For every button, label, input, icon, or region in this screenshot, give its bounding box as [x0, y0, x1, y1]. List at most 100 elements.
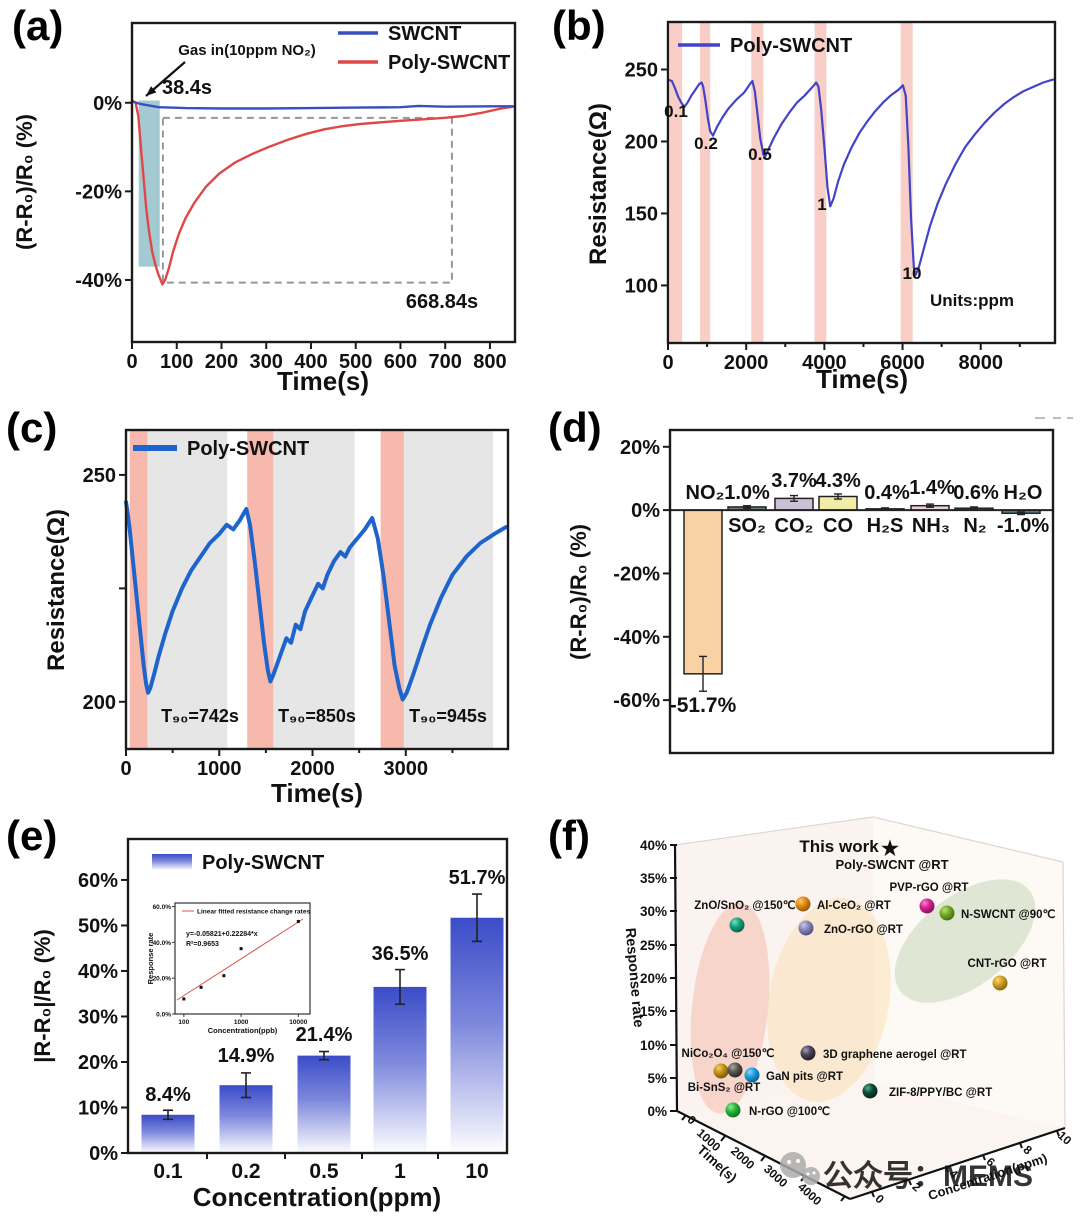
annotation: 0.1 — [664, 102, 688, 121]
panel-f-3d-chart: 0%5%10%15%20%25%30%35%40%010002000300040… — [622, 816, 1075, 1208]
y-tick-label: 250 — [625, 60, 658, 82]
panel-f-label: (f) — [548, 812, 590, 859]
point-CNT-rGO — [992, 975, 1008, 991]
y-tick-label: 40% — [78, 961, 118, 983]
svg-text:60.0%: 60.0% — [153, 904, 172, 911]
x-tick-label: 6000 — [880, 352, 925, 374]
svg-text:1000: 1000 — [234, 1019, 249, 1026]
inset-point — [222, 974, 226, 978]
annotation: Gas in(10ppm NO₂) — [178, 42, 316, 59]
x-tick-label: 4000 — [802, 352, 847, 374]
x-tick-label: 600 — [384, 351, 417, 373]
y-axis-label: Resistance(Ω) — [585, 103, 612, 265]
group-ellipse — [767, 898, 891, 1102]
point-label: NiCo₂O₄ @150℃ — [682, 1047, 775, 1060]
point-ZnO-rGO — [798, 920, 814, 936]
panel-c-label: (c) — [6, 404, 58, 451]
y-tick-label: 20% — [620, 437, 660, 459]
z-tick-label: 30% — [640, 904, 667, 919]
x-tick-label: 8000 — [958, 352, 1003, 374]
point-N-rGO — [725, 1102, 741, 1118]
x-cat-label: 1 — [394, 1160, 406, 1183]
x-axis-label: Concentration(ppm) — [193, 1182, 441, 1212]
annotation: 1.0% — [724, 482, 770, 504]
z-tick-label: 25% — [640, 938, 667, 953]
x-tick-label: 200 — [205, 351, 238, 373]
annotation: 668.84s — [406, 291, 478, 313]
annotation: 10 — [903, 264, 922, 283]
x-axis-label: Time(s) — [277, 366, 369, 396]
annotation: SO₂ — [728, 515, 766, 537]
panel-c-chart: 0 1000 2000 3000 200 250 Time(s) Resistance(Ω) T… — [43, 428, 510, 808]
annotation: 51.7% — [449, 867, 506, 889]
legend-label: Poly-SWCNT — [187, 438, 309, 460]
panel-e: 0% 10% 20% 30% 40% 50% 60% 0.1 0.2 0.5 1 10 Concentr… — [0, 810, 540, 1217]
gas-band — [129, 430, 148, 749]
annotation: -1.0% — [997, 515, 1049, 537]
panel-d-chart: 20% 0% -20% -40% -60% (R-R₀)/R₀ (%) NO₂ 1.0%3.7… — [566, 417, 1073, 755]
point-label: Al-CeO₂ @RT — [817, 900, 891, 912]
annotation: T₉₀=850s — [278, 706, 356, 726]
y-tick-label: 10% — [78, 1097, 118, 1119]
svg-text:0.0%: 0.0% — [156, 1012, 171, 1019]
gas-band — [247, 430, 274, 749]
z-tick-label: 20% — [640, 971, 667, 986]
panel-b-chart: 0 2000 4000 6000 8000 100 150 200 250 Time(s) Resi… — [585, 20, 1057, 394]
annotation: 14.9% — [218, 1045, 275, 1067]
x-cat-label: 0.1 — [153, 1160, 183, 1183]
x-cat-label: 0.5 — [309, 1160, 339, 1183]
annotation: 1.4% — [909, 477, 955, 499]
scene-text: Poly-SWCNT @RT — [835, 857, 948, 872]
annotation: 0.5 — [748, 145, 772, 164]
conc-tick-label: 0 — [873, 1192, 888, 1207]
y-tick-label: 150 — [625, 203, 658, 225]
x-tick-label: 0 — [126, 351, 137, 373]
annotation: N₂ — [963, 515, 986, 537]
series-Poly-SWCNT — [124, 500, 508, 702]
watermark-text: 公众号：MEMS — [823, 1160, 1033, 1193]
fit-r2: R²=0.9653 — [186, 941, 219, 948]
point-label: ZIF-8/PPY/BC @RT — [889, 1087, 992, 1099]
annotation: T₉₀=742s — [161, 706, 239, 726]
annotation: CO₂ — [775, 515, 814, 537]
panel-c: 0 1000 2000 3000 200 250 Time(s) Resistance(Ω) T… — [0, 400, 540, 810]
gas-band — [147, 430, 228, 749]
series-Poly-SWCNT — [130, 99, 517, 286]
legend-label: SWCNT — [388, 23, 461, 45]
annotation: 36.5% — [372, 943, 429, 965]
y-tick-label: -40% — [75, 270, 122, 292]
plot-border — [668, 428, 1055, 755]
point-3D-graphene-aerogel — [800, 1045, 816, 1061]
plot-border — [124, 428, 510, 751]
legend-swatch — [152, 854, 192, 870]
annotation: NH₃ — [912, 515, 950, 537]
x-cat-label: 0.2 — [231, 1160, 260, 1183]
z-tick-label: 15% — [640, 1004, 667, 1019]
point-label: N-rGO @100℃ — [749, 1105, 830, 1118]
point-label: GaN pits @RT — [766, 1071, 843, 1083]
y-tick-label: -20% — [613, 563, 660, 585]
axis-line — [849, 1126, 1066, 1201]
inset-point — [182, 997, 186, 1001]
gas-band — [403, 430, 493, 749]
group-ellipse — [894, 879, 1036, 1003]
gas-band — [700, 22, 711, 343]
point-label: CNT-rGO @RT — [968, 958, 1047, 970]
panel-a-label: (a) — [12, 2, 64, 49]
point-PVP-rGO — [919, 898, 935, 914]
gas-band — [900, 22, 913, 343]
inset-point — [296, 919, 300, 923]
inset-point — [199, 985, 203, 989]
y-tick-label: 0% — [89, 1143, 118, 1165]
svg-text:40.0%: 40.0% — [153, 940, 172, 947]
y-axis-label: (R-R₀)/R₀ (%) — [566, 524, 591, 660]
annotation: Units:ppm — [930, 291, 1014, 310]
y-tick-label: 20% — [78, 1052, 118, 1074]
gas-band — [669, 22, 683, 343]
inset-legend: Linear fitted resistance change rates — [197, 909, 310, 916]
annotation: 4.3% — [815, 470, 861, 492]
z-tick-label: 5% — [647, 1071, 667, 1086]
wechat-icon — [780, 1152, 806, 1178]
marker-rect — [138, 100, 160, 267]
